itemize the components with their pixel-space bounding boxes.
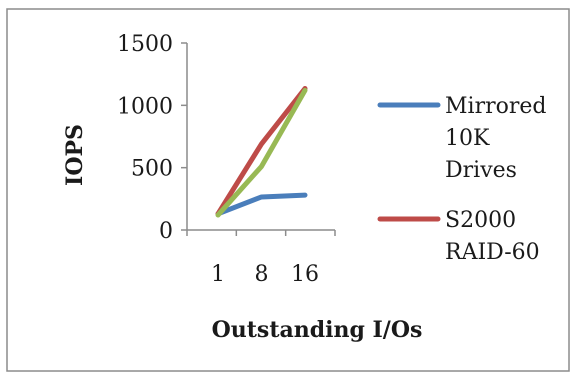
x-axis-title: Outstanding I/Os	[212, 317, 423, 343]
y-tick-label: 0	[159, 219, 173, 244]
y-tick-label: 1500	[117, 32, 173, 57]
legend: Mirrored 10K Drives S2000 RAID-60	[377, 94, 546, 265]
x-tick-label: 16	[291, 262, 319, 287]
chart-border	[6, 8, 570, 372]
legend-label-1: RAID-60	[445, 240, 540, 265]
y-tick-label: 500	[131, 157, 173, 182]
legend-label-0: Mirrored	[445, 94, 546, 119]
y-tick-label: 1000	[117, 94, 173, 119]
plot-area: 0 500 1000 1500 1 8 16	[117, 32, 336, 287]
legend-label-0: 10K	[445, 126, 490, 151]
x-tick-label: 8	[255, 262, 269, 287]
y-axis-title: IOPS	[62, 124, 88, 186]
legend-label-0: Drives	[445, 158, 517, 183]
legend-label-1: S2000	[445, 208, 516, 233]
x-tick-label: 1	[211, 262, 225, 287]
